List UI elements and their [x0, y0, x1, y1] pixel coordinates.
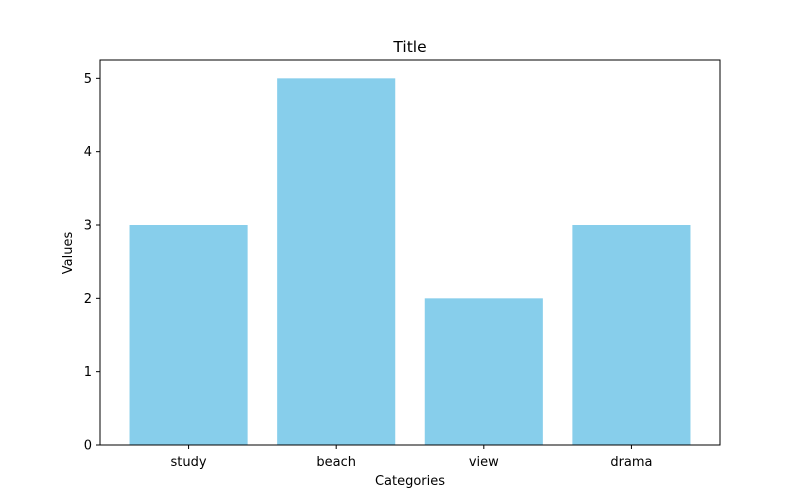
bars-layer: [129, 78, 691, 445]
x-axis-ticks: study beach view drama: [171, 445, 653, 470]
bar-drama: [572, 225, 691, 445]
y-tick-label: 2: [84, 292, 92, 307]
bar-beach: [277, 78, 396, 445]
x-tick-label: drama: [610, 455, 652, 470]
bar-study: [129, 225, 248, 445]
y-tick-label: 0: [84, 439, 92, 454]
y-tick-label: 5: [84, 72, 92, 87]
chart-title: Title: [392, 38, 426, 56]
x-tick-label: study: [171, 455, 207, 470]
y-axis-ticks: 0 1 2 3 4 5: [84, 72, 100, 454]
y-tick-label: 4: [84, 145, 92, 160]
x-tick-label: view: [469, 455, 499, 470]
y-tick-label: 1: [84, 365, 92, 380]
plot-frame: [99, 59, 721, 446]
x-axis-title: Categories: [375, 474, 445, 489]
y-axis-title: Values: [61, 232, 76, 275]
y-tick-label: 3: [84, 219, 92, 234]
bar-view: [424, 298, 543, 445]
x-tick-label: beach: [316, 455, 356, 470]
